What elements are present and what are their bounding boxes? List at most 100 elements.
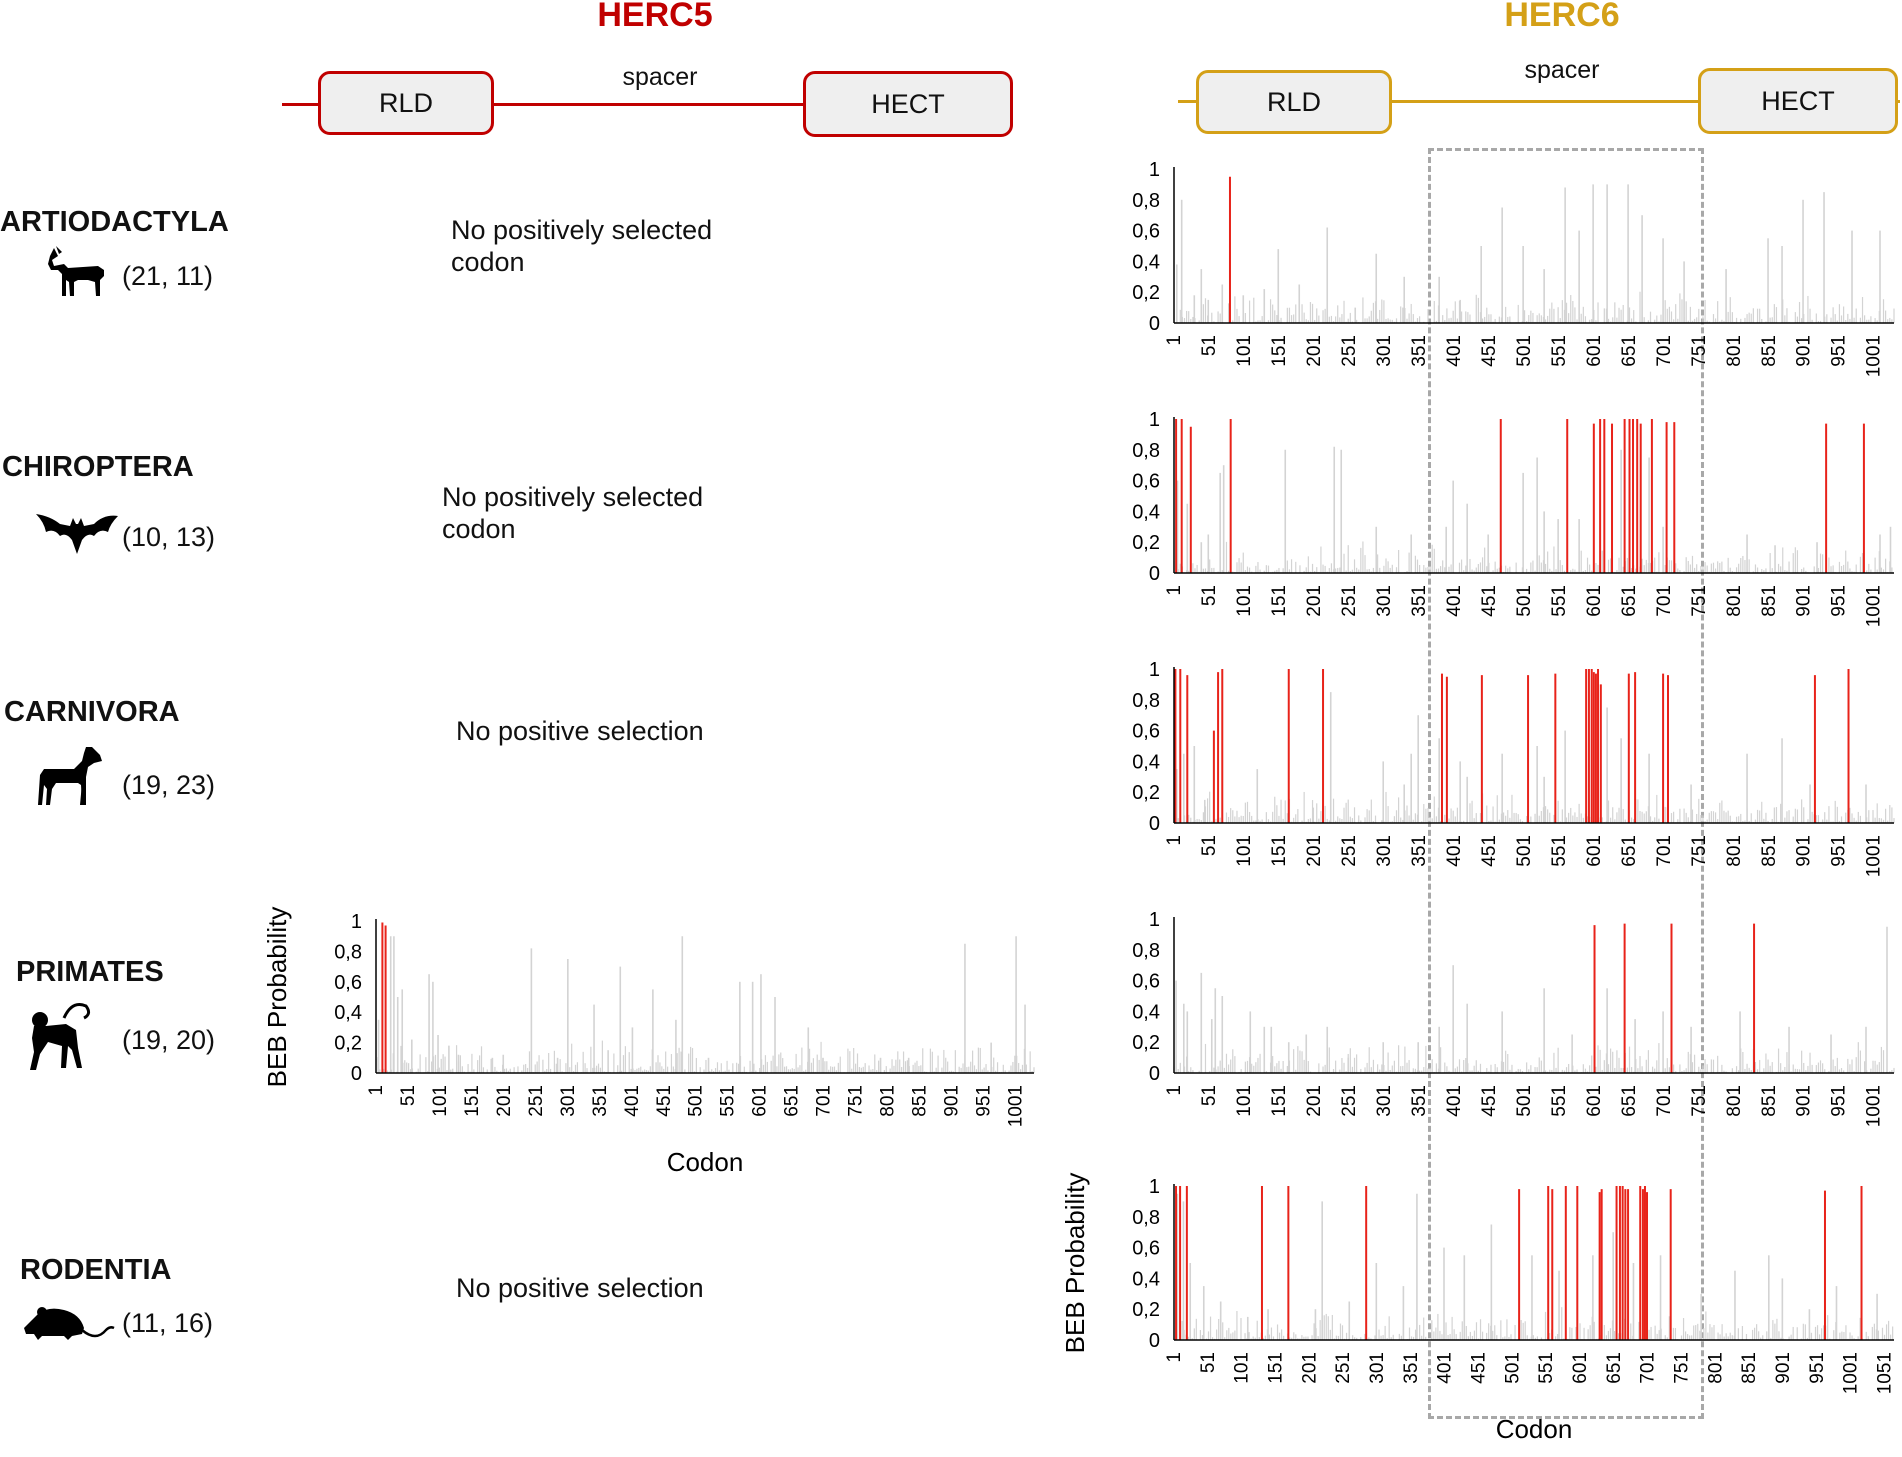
y-tick-label: 1	[1149, 409, 1160, 431]
y-tick-label: 1	[1149, 659, 1160, 681]
x-tick-label: 901	[1773, 1352, 1794, 1384]
y-tick-label: 0,2	[1132, 782, 1160, 804]
x-tick-label: 101	[1234, 585, 1255, 617]
x-tick-label: 751	[1689, 335, 1710, 367]
y-tick-label: 1	[1149, 909, 1160, 931]
x-tick-label: 301	[1374, 1085, 1395, 1117]
x-tick-label: 1001	[1864, 835, 1885, 877]
x-tick-label: 401	[622, 1085, 643, 1117]
y-tick-label: 0,2	[1132, 532, 1160, 554]
x-tick-label: 751	[1689, 585, 1710, 617]
x-tick-label: 651	[1619, 335, 1640, 367]
x-tick-label: 1051	[1875, 1352, 1896, 1394]
x-tick-label: 101	[1234, 835, 1255, 867]
y-tick-label: 0	[1149, 813, 1160, 835]
y-tick-label: 0,8	[1132, 1207, 1160, 1229]
x-tick-label: 251	[1339, 585, 1360, 617]
x-tick-label: 201	[1304, 585, 1325, 617]
y-tick-label: 0,4	[334, 1002, 362, 1024]
herc6-primates-chart: 10,80,60,40,201 51 101 151 201 251 301 351 401 45…	[1132, 909, 1895, 1127]
sample-counts: (21, 11)	[122, 261, 214, 291]
x-tick-label: 801	[1705, 1352, 1726, 1384]
x-tick-label: 301	[1374, 585, 1395, 617]
x-tick-label: 751	[1672, 1352, 1693, 1384]
y-tick-label: 0	[1149, 313, 1160, 335]
x-tick-label: 401	[1444, 1085, 1465, 1117]
herc5-no-selection-text: No positively selected codon	[442, 482, 704, 544]
x-tick-label: 251	[1333, 1352, 1354, 1384]
order-name: RODENTIA	[20, 1254, 172, 1286]
x-tick-label: 901	[1794, 335, 1815, 367]
x-tick-label: 51	[1198, 1352, 1219, 1373]
x-tick-label: 951	[1829, 835, 1850, 867]
x-tick-label: 1	[366, 1085, 387, 1096]
x-tick-label: 501	[686, 1085, 707, 1117]
x-tick-label: 851	[1759, 1085, 1780, 1117]
y-tick-label: 0	[1149, 563, 1160, 585]
x-tick-label: 501	[1514, 1085, 1535, 1117]
y-tick-label: 0,6	[334, 972, 362, 994]
herc6-spacer-label: spacer	[1524, 56, 1600, 84]
x-tick-label: 101	[1234, 335, 1255, 367]
goat-icon	[48, 246, 104, 296]
x-tick-label: 251	[1339, 1085, 1360, 1117]
x-tick-label: 951	[1807, 1352, 1828, 1384]
y-tick-label: 0,4	[1132, 251, 1160, 273]
x-tick-label: 451	[1479, 335, 1500, 367]
x-tick-label: 451	[1479, 585, 1500, 617]
x-tick-label: 951	[1829, 335, 1850, 367]
x-tick-label: 401	[1444, 585, 1465, 617]
x-tick-label: 651	[1604, 1352, 1625, 1384]
x-tick-label: 451	[654, 1085, 675, 1117]
x-tick-label: 951	[1829, 585, 1850, 617]
sample-counts: (19, 23)	[122, 770, 216, 800]
x-tick-label: 451	[1469, 1352, 1490, 1384]
order-name: ARTIODACTYLA	[0, 206, 229, 238]
x-tick-label: 801	[1724, 835, 1745, 867]
x-tick-label: 601	[750, 1085, 771, 1117]
herc6-rodentia-chart: 10,80,60,40,201 51 101 151 201 251 301 351 401 45…	[1060, 1173, 1896, 1444]
x-tick-label: 51	[1199, 835, 1220, 856]
x-tick-label: 151	[462, 1085, 483, 1117]
x-tick-label: 1	[1164, 835, 1185, 846]
x-tick-label: 451	[1479, 1085, 1500, 1117]
x-tick-label: 1	[1164, 335, 1185, 346]
x-tick-label: 101	[430, 1085, 451, 1117]
x-tick-label: 201	[494, 1085, 515, 1117]
x-tick-label: 551	[1549, 835, 1570, 867]
x-tick-label: 401	[1435, 1352, 1456, 1384]
x-tick-label: 301	[558, 1085, 579, 1117]
x-tick-label: 551	[1549, 1085, 1570, 1117]
x-tick-label: 151	[1269, 835, 1290, 867]
x-tick-label: 351	[590, 1085, 611, 1117]
x-tick-label: 901	[1794, 835, 1815, 867]
order-name: PRIMATES	[16, 956, 164, 988]
x-tick-label: 701	[1654, 585, 1675, 617]
y-tick-label: 1	[1149, 159, 1160, 181]
x-tick-label: 1	[1164, 585, 1185, 596]
x-tick-label: 751	[846, 1085, 867, 1117]
x-tick-label: 351	[1409, 835, 1430, 867]
x-tick-label: 901	[942, 1085, 963, 1117]
herc6-artiodactyla-chart: 10,80,60,40,201 51 101 151 201 251 301 351 401 45…	[1132, 159, 1895, 377]
x-tick-label: 601	[1584, 335, 1605, 367]
x-tick-label: 801	[1724, 585, 1745, 617]
x-tick-label: 651	[1619, 1085, 1640, 1117]
y-tick-label: 0,8	[1132, 690, 1160, 712]
x-tick-label: 151	[1269, 585, 1290, 617]
spacer-region-dashed-box	[1428, 148, 1704, 1419]
y-tick-label: 0,2	[334, 1033, 362, 1055]
x-tick-label: 851	[1739, 1352, 1760, 1384]
x-tick-label: 201	[1304, 335, 1325, 367]
x-tick-label: 51	[1199, 1085, 1220, 1106]
y-axis-title: BEB Probability	[262, 907, 292, 1088]
x-tick-label: 851	[1759, 835, 1780, 867]
x-tick-label: 501	[1502, 1352, 1523, 1384]
x-tick-label: 51	[398, 1085, 419, 1106]
x-tick-label: 551	[718, 1085, 739, 1117]
x-tick-label: 51	[1199, 585, 1220, 606]
x-tick-label: 551	[1536, 1352, 1557, 1384]
x-tick-label: 651	[782, 1085, 803, 1117]
x-tick-label: 801	[1724, 1085, 1745, 1117]
y-tick-label: 0,6	[1132, 971, 1160, 993]
